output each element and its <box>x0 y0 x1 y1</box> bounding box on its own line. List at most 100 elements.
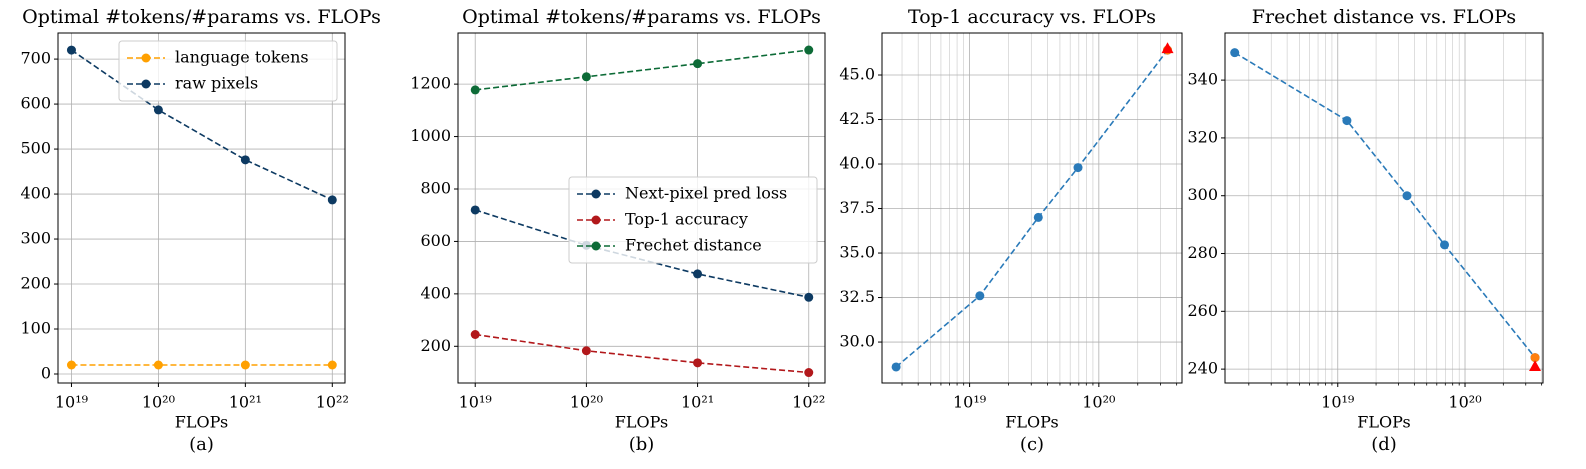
point <box>693 59 703 69</box>
point <box>975 291 985 301</box>
point <box>66 45 76 55</box>
y-tick-label: 30.0 <box>839 332 875 351</box>
x-tick-label: 10¹⁹ <box>1321 393 1355 412</box>
x-tick-label: 10²¹ <box>681 393 714 412</box>
x-axis-label: FLOPs <box>1005 413 1058 432</box>
x-tick-label: 10¹⁹ <box>55 393 89 412</box>
point <box>1402 191 1412 201</box>
point <box>693 269 703 279</box>
caption: (d) <box>1371 434 1397 455</box>
y-tick-label: 45.0 <box>839 65 875 84</box>
y-tick-label: 500 <box>20 139 51 158</box>
point <box>1530 353 1540 363</box>
point <box>470 205 480 215</box>
y-tick-label: 200 <box>20 274 51 293</box>
y-tick-label: 320 <box>1187 127 1218 146</box>
x-tick-label: 10²¹ <box>229 393 262 412</box>
y-tick-label: 800 <box>420 178 451 197</box>
x-tick-label: 10¹⁹ <box>953 393 987 412</box>
caption: (b) <box>629 434 655 455</box>
y-tick-label: 400 <box>20 184 51 203</box>
subplot: 10¹⁹ 10²⁰ 30.0 32.5 35.0 37.5 40.0 42.5 45.0 Top-… <box>839 6 1183 455</box>
y-tick-label: 200 <box>420 336 451 355</box>
point <box>581 346 591 356</box>
y-tick-label: 35.0 <box>839 243 875 262</box>
x-axis-label: FLOPs <box>615 413 668 432</box>
chart-title: Optimal #tokens/#params vs. FLOPs <box>22 6 381 28</box>
y-tick-label: 300 <box>1187 185 1218 204</box>
plot-frame <box>1224 32 1544 384</box>
legend-marker <box>591 241 601 251</box>
plot-frame <box>881 32 1183 384</box>
caption: (a) <box>189 434 214 455</box>
point <box>1073 163 1083 173</box>
point <box>804 292 814 302</box>
point <box>804 45 814 55</box>
plot-frame <box>57 32 346 384</box>
chart-title: Top-1 accuracy vs. FLOPs <box>908 6 1156 28</box>
legend-label: raw pixels <box>175 74 258 93</box>
series-line <box>475 49 809 91</box>
point <box>240 155 250 165</box>
chart-title: Optimal #tokens/#params vs. FLOPs <box>462 6 821 28</box>
point <box>327 360 337 370</box>
y-tick-label: 1000 <box>410 126 451 145</box>
chart-title: Frechet distance vs. FLOPs <box>1252 6 1516 28</box>
x-axis-label: FLOPs <box>1357 413 1410 432</box>
x-tick-label: 10²² <box>316 393 349 412</box>
legend-frame <box>568 176 818 264</box>
y-tick-label: 240 <box>1187 359 1218 378</box>
point <box>581 72 591 82</box>
legend-marker <box>141 53 151 63</box>
legend-label: language tokens <box>175 48 309 67</box>
plot-frame <box>457 32 826 384</box>
y-tick-label: 0 <box>41 364 51 383</box>
x-tick-label: 10²⁰ <box>142 393 175 412</box>
point <box>804 368 814 378</box>
x-tick-label: 10²² <box>792 393 825 412</box>
legend-label: Frechet distance <box>625 236 762 255</box>
triangle-marker <box>1161 42 1174 54</box>
y-tick-label: 260 <box>1187 301 1218 320</box>
point <box>153 105 163 115</box>
point <box>891 362 901 372</box>
subplot: 10¹⁹ 10²⁰ 10²¹ 10²² 0 100 200 300 400 500 600 700 Op… <box>20 6 380 455</box>
y-tick-label: 42.5 <box>839 109 875 128</box>
subplot: 10¹⁹ 10²⁰ 10²¹ 10²² 200 400 600 800 1000 1200 Opti… <box>410 6 826 455</box>
y-tick-label: 1200 <box>410 74 451 93</box>
y-tick-label: 32.5 <box>839 287 875 306</box>
point <box>327 195 337 205</box>
y-tick-label: 300 <box>20 229 51 248</box>
series-line <box>1234 51 1536 359</box>
point <box>66 360 76 370</box>
legend-marker <box>591 189 601 199</box>
y-tick-label: 40.0 <box>839 154 875 173</box>
y-tick-label: 340 <box>1187 70 1218 89</box>
caption: (c) <box>1020 434 1044 455</box>
point <box>470 85 480 95</box>
subplot: 10¹⁹ 10²⁰ 240 260 280 300 320 340 Frechet distan… <box>1187 6 1544 455</box>
y-tick-label: 600 <box>20 94 51 113</box>
x-axis-label: FLOPs <box>175 413 228 432</box>
point <box>1342 116 1352 126</box>
series-line <box>71 49 333 201</box>
legend-label: Next-pixel pred loss <box>625 184 787 203</box>
y-tick-label: 600 <box>420 231 451 250</box>
y-tick-label: 37.5 <box>839 198 875 217</box>
point <box>470 329 480 339</box>
point <box>1230 48 1240 58</box>
y-tick-label: 280 <box>1187 243 1218 262</box>
point <box>693 358 703 368</box>
x-tick-label: 10²⁰ <box>1448 393 1481 412</box>
x-tick-label: 10²⁰ <box>1082 393 1115 412</box>
legend-marker <box>591 215 601 225</box>
x-tick-label: 10¹⁹ <box>459 393 493 412</box>
series-line <box>475 333 809 374</box>
point <box>240 360 250 370</box>
legend-label: Top-1 accuracy <box>625 210 748 229</box>
point <box>1440 240 1450 250</box>
y-tick-label: 400 <box>420 283 451 302</box>
x-tick-label: 10²⁰ <box>570 393 603 412</box>
